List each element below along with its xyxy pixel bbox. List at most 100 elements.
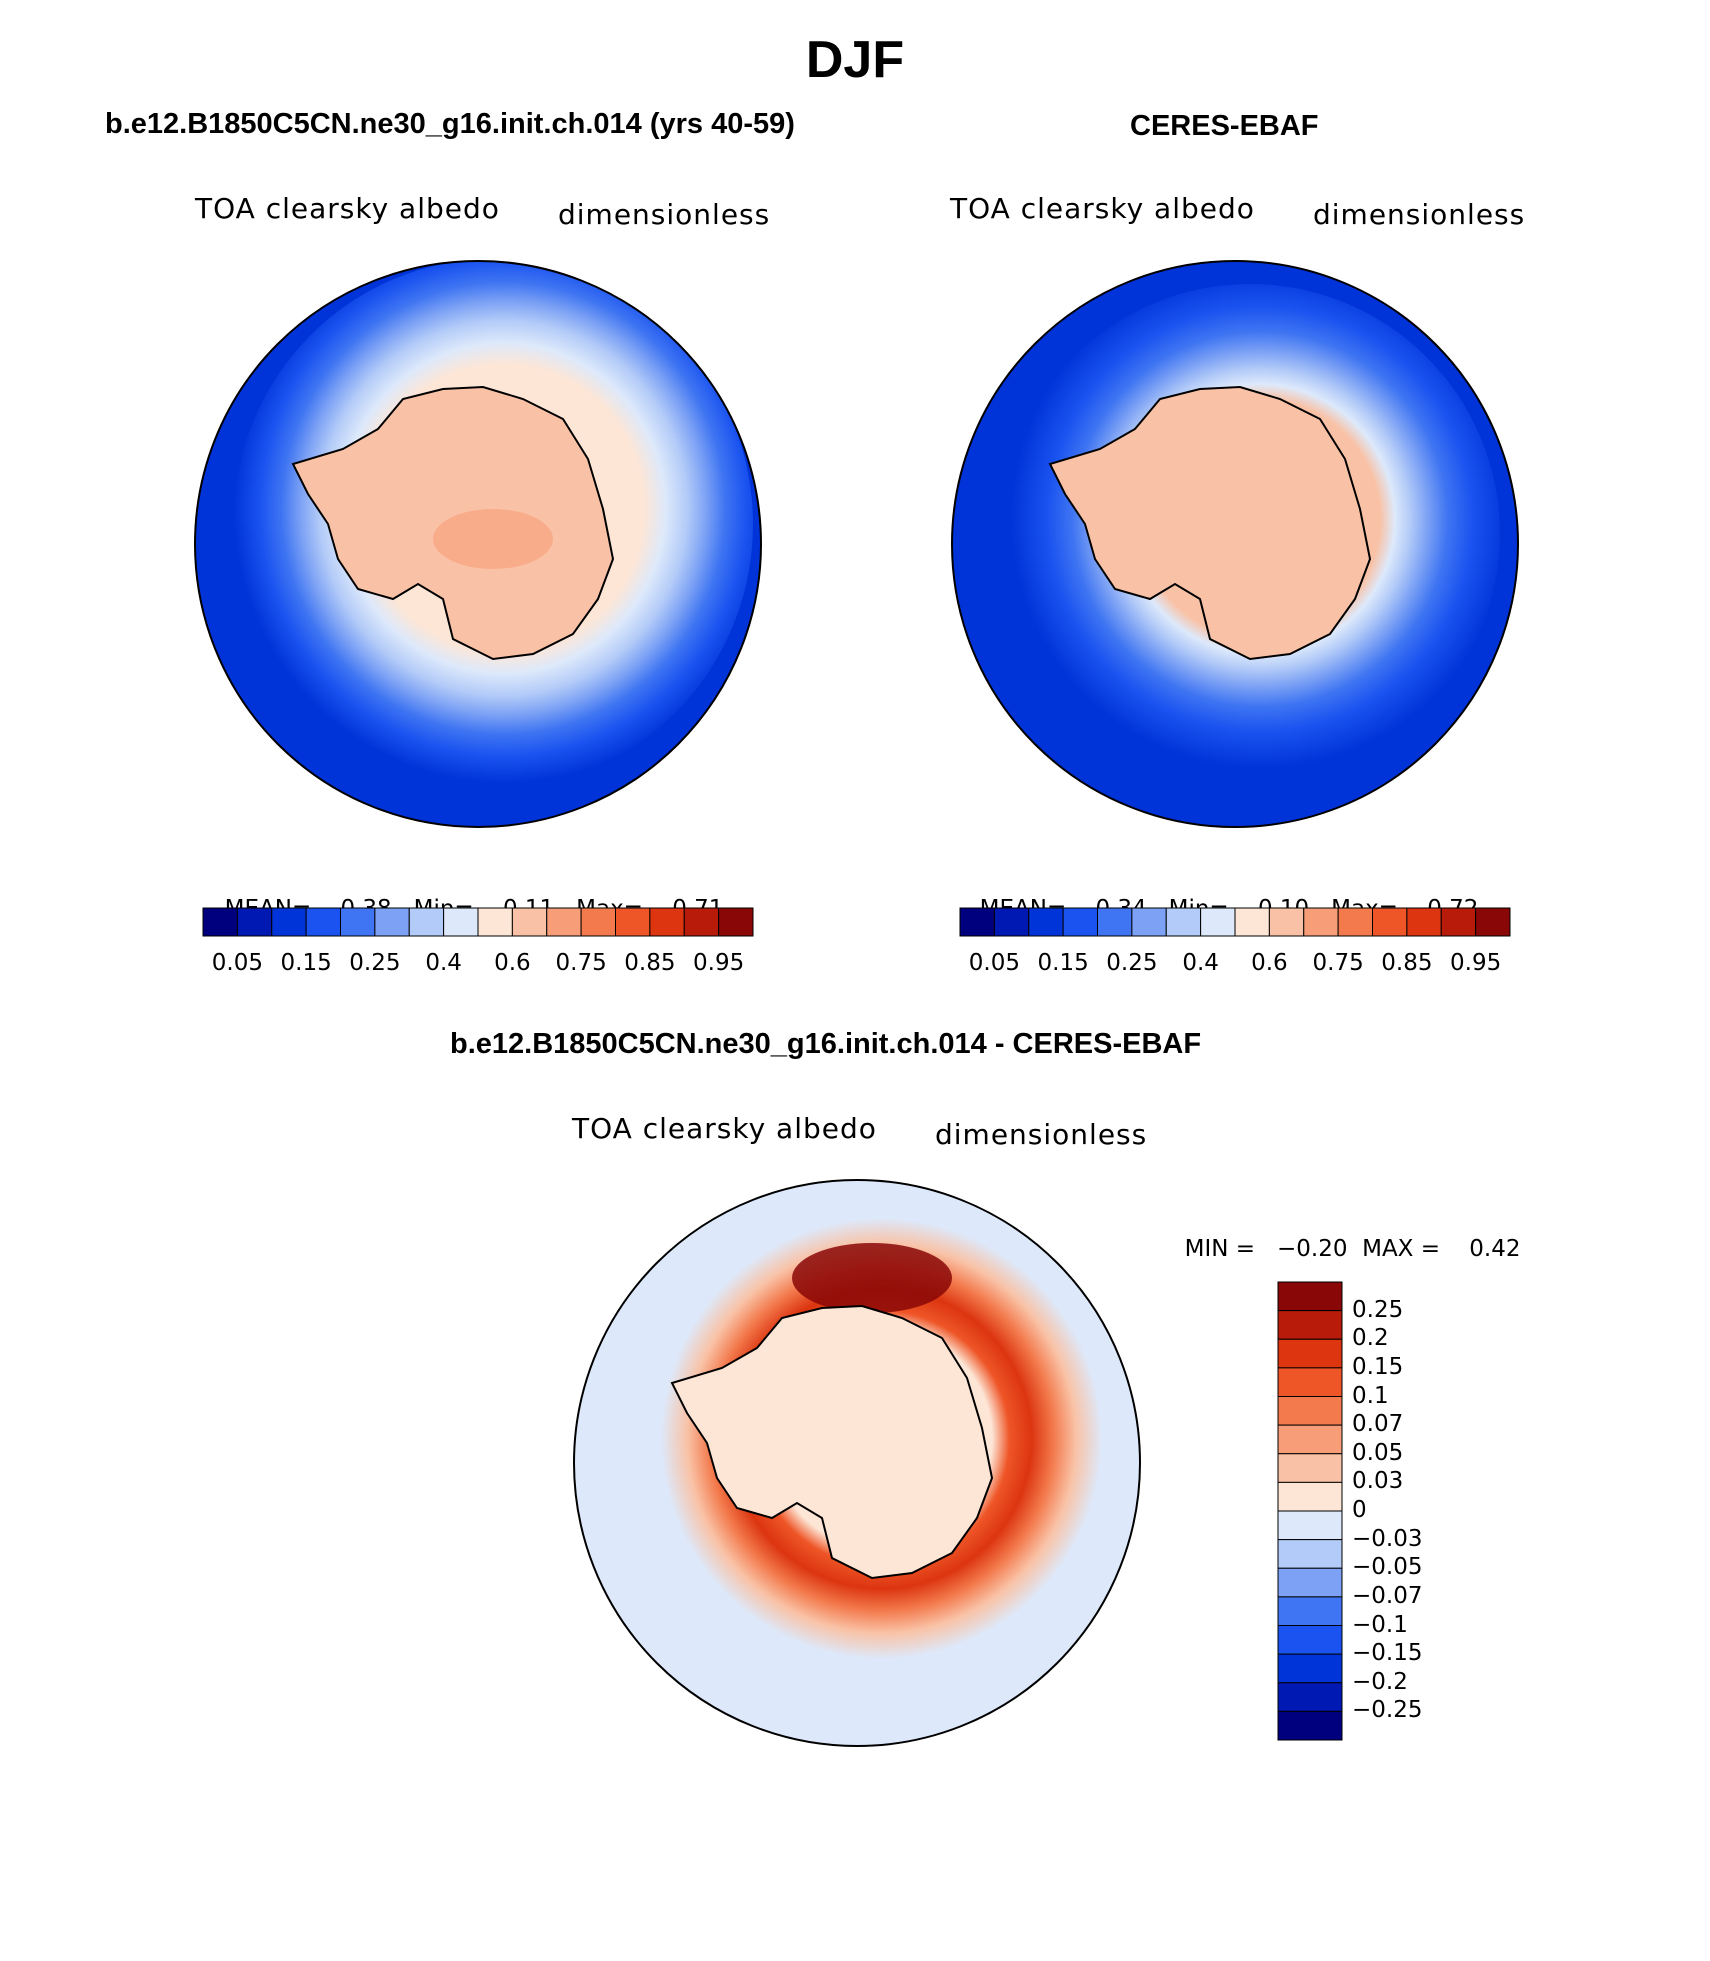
colorbar-swatch — [1277, 1396, 1343, 1426]
colorbar-swatch — [408, 907, 445, 937]
colorbar-swatch — [1277, 1682, 1343, 1712]
panel-obs-polar-map — [951, 260, 1519, 828]
colorbar-tick-label: −0.07 — [1352, 1582, 1423, 1609]
colorbar-tick-label: 0.15 — [1037, 950, 1089, 976]
colorbar-tick-label: 0.95 — [1450, 950, 1502, 976]
colorbar-swatch — [1277, 1481, 1343, 1512]
antarctica-landmass — [1048, 385, 1372, 661]
panel-model-colorbar — [202, 907, 754, 937]
colorbar-swatch — [236, 907, 273, 937]
colorbar-swatch — [683, 907, 720, 937]
max-label: MAX = — [1362, 1236, 1441, 1262]
colorbar-swatch — [1028, 907, 1064, 937]
colorbar-swatch — [1062, 907, 1098, 937]
colorbar-tick-label: 0 — [1352, 1497, 1367, 1523]
colorbar-swatch — [993, 907, 1030, 937]
colorbar-tick-label: −0.05 — [1352, 1554, 1423, 1581]
colorbar-swatch — [1277, 1367, 1343, 1397]
colorbar-tick-label: 0.25 — [1352, 1296, 1404, 1323]
panel-diff-variable-label: TOA clearsky albedo — [572, 1112, 877, 1145]
colorbar-swatch — [1277, 1281, 1343, 1312]
colorbar-swatch — [305, 907, 341, 937]
colorbar-swatch — [615, 907, 651, 937]
colorbar-swatch — [1277, 1596, 1343, 1626]
panel-obs-colorbar-ticks: 0.05 0.15 0.25 0.4 0.6 0.75 0.85 0.95 — [960, 950, 1510, 980]
colorbar-tick-label: 0.05 — [1352, 1439, 1404, 1466]
colorbar-tick-label: 0.03 — [1352, 1468, 1404, 1495]
colorbar-swatch — [1277, 1653, 1343, 1684]
colorbar-swatch — [1234, 907, 1270, 937]
panel-model-polar-map — [194, 260, 762, 828]
figure-title: DJF — [805, 31, 905, 89]
colorbar-swatch — [1337, 907, 1373, 937]
panel-obs-units-label: dimensionless — [1313, 198, 1526, 231]
colorbar-tick-label: 0.25 — [1106, 950, 1158, 976]
panel-diff-units-label: dimensionless — [935, 1118, 1148, 1151]
colorbar-tick-label: 0.15 — [280, 950, 332, 976]
colorbar-swatch — [1475, 907, 1511, 937]
colorbar-tick-label: 0.6 — [1251, 950, 1288, 976]
colorbar-tick-label: 0.75 — [1312, 950, 1364, 976]
panel-obs-title: CERES-EBAF — [1130, 110, 1319, 142]
antarctica-landmass — [670, 1304, 994, 1580]
colorbar-swatch — [959, 907, 995, 937]
colorbar-tick-label: 0.95 — [693, 950, 745, 976]
colorbar-swatch — [1277, 1567, 1343, 1598]
colorbar-tick-label: −0.1 — [1352, 1611, 1408, 1638]
colorbar-swatch — [1277, 1510, 1343, 1541]
colorbar-swatch — [340, 907, 376, 937]
colorbar-swatch — [1303, 907, 1339, 937]
colorbar-swatch — [374, 907, 410, 937]
colorbar-swatch — [546, 907, 582, 937]
colorbar-tick-label: −0.25 — [1352, 1697, 1423, 1724]
colorbar-swatch — [1372, 907, 1408, 937]
colorbar-tick-label: 0.75 — [555, 950, 607, 976]
colorbar-tick-label: 0.05 — [968, 950, 1020, 976]
colorbar-swatch — [1131, 907, 1167, 937]
colorbar-swatch — [1277, 1310, 1343, 1340]
colorbar-swatch — [1406, 907, 1442, 937]
colorbar-tick-label: 0.4 — [425, 950, 462, 976]
colorbar-swatch — [1277, 1710, 1343, 1741]
colorbar-swatch — [1165, 907, 1202, 937]
colorbar-swatch — [718, 907, 754, 937]
panel-model-colorbar-ticks: 0.05 0.15 0.25 0.4 0.6 0.75 0.85 0.95 — [203, 950, 753, 980]
colorbar-swatch — [202, 907, 238, 937]
max-value: 0.42 — [1469, 1236, 1521, 1262]
colorbar-swatch — [511, 907, 548, 937]
colorbar-tick-label: 0.6 — [494, 950, 531, 976]
colorbar-tick-label: −0.03 — [1352, 1525, 1423, 1552]
panel-obs-colorbar — [959, 907, 1511, 937]
min-label: MIN = — [1184, 1236, 1256, 1262]
colorbar-swatch — [1200, 907, 1236, 937]
colorbar-tick-label: 0.25 — [349, 950, 401, 976]
colorbar-tick-label: 0.85 — [1381, 950, 1433, 976]
colorbar-tick-label: 0.05 — [211, 950, 263, 976]
min-value: −0.20 — [1276, 1236, 1348, 1262]
colorbar-tick-label: 0.07 — [1352, 1411, 1404, 1438]
colorbar-swatch — [1277, 1625, 1343, 1655]
colorbar-tick-label: 0.85 — [624, 950, 676, 976]
colorbar-tick-label: −0.2 — [1352, 1668, 1408, 1695]
panel-diff-colorbar-ticks: 0.25 0.2 0.15 0.1 0.07 0.05 0.03 0 −0.03 −0.05 −0.… — [1352, 1282, 1502, 1742]
colorbar-tick-label: 0.15 — [1352, 1353, 1404, 1380]
colorbar-tick-label: −0.15 — [1352, 1640, 1423, 1667]
panel-diff-stats: MIN = −0.20 MAX = 0.42 — [1170, 1210, 1521, 1262]
panel-model-title: b.e12.B1850C5CN.ne30_g16.init.ch.014 (yr… — [105, 108, 795, 140]
colorbar-swatch — [477, 907, 513, 937]
colorbar-swatch — [1097, 907, 1133, 937]
panel-diff-polar-map — [573, 1179, 1141, 1747]
panel-model-variable-label: TOA clearsky albedo — [195, 192, 500, 225]
colorbar-swatch — [1277, 1338, 1343, 1369]
colorbar-swatch — [1440, 907, 1477, 937]
panel-obs-variable-label: TOA clearsky albedo — [950, 192, 1255, 225]
colorbar-tick-label: 0.1 — [1352, 1382, 1389, 1409]
colorbar-tick-label: 0.4 — [1182, 950, 1219, 976]
colorbar-swatch — [580, 907, 616, 937]
colorbar-swatch — [1268, 907, 1305, 937]
colorbar-swatch — [1277, 1453, 1343, 1483]
colorbar-swatch — [271, 907, 307, 937]
panel-diff-colorbar — [1277, 1281, 1343, 1741]
colorbar-swatch — [1277, 1424, 1343, 1455]
panel-model-units-label: dimensionless — [558, 198, 771, 231]
